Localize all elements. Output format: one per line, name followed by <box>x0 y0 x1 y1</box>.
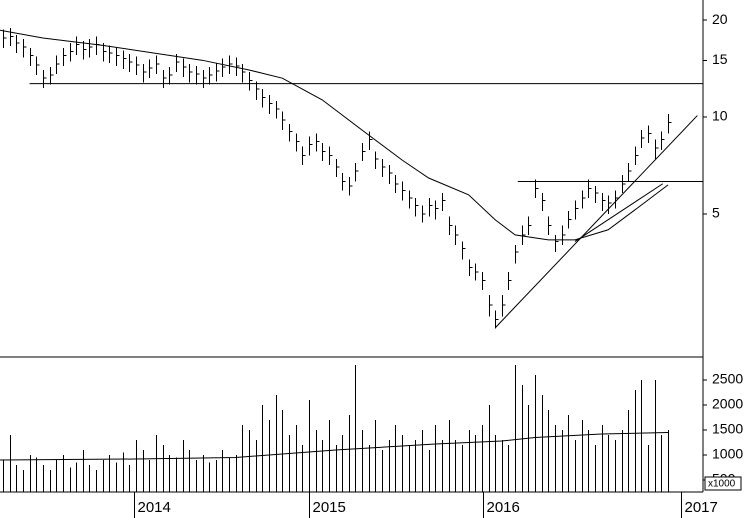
x-tick-label: 2014 <box>138 499 171 516</box>
unit-box <box>704 476 742 491</box>
x-tick-label: 2016 <box>487 499 520 516</box>
y-tick-label: 5 <box>712 205 720 221</box>
y-tick-label: 20 <box>712 11 728 27</box>
indicator-line <box>0 432 669 461</box>
y-tick-label: 2500 <box>712 371 743 387</box>
y-tick-label: 15 <box>712 51 728 67</box>
y-tick-label: 1500 <box>712 421 743 437</box>
x-tick-label: 2015 <box>313 499 346 516</box>
indicator-line <box>494 115 698 329</box>
y-tick-label: 1000 <box>712 446 743 462</box>
y-tick-label: 2000 <box>712 396 743 412</box>
y-tick-label: 10 <box>712 108 728 124</box>
x-tick-label: 2017 <box>685 499 718 516</box>
indicator-line <box>574 183 664 242</box>
unit-label: x1000 <box>708 479 736 490</box>
